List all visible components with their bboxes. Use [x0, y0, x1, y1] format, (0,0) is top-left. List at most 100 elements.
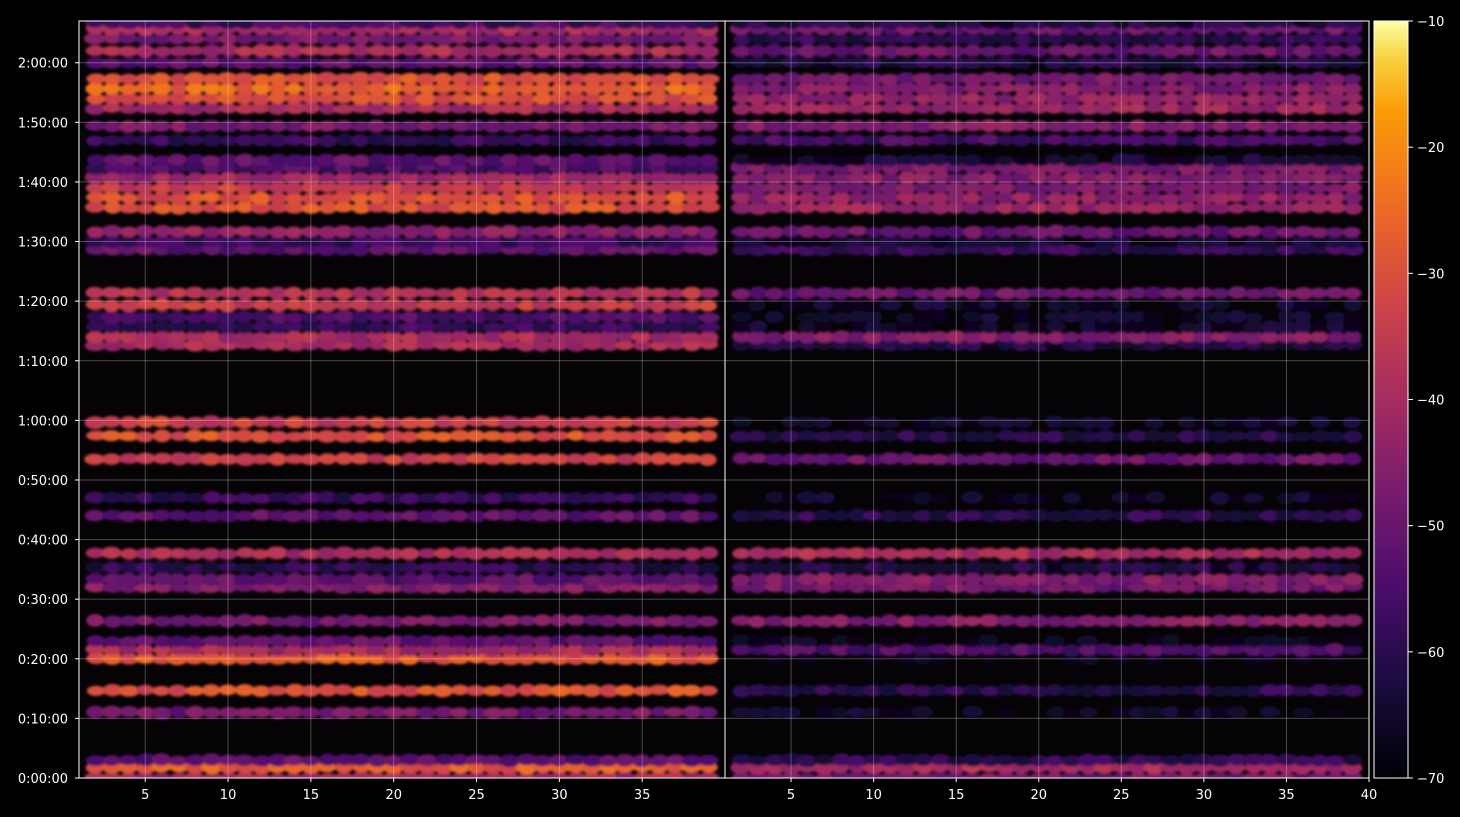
- heatmap-cell: [400, 120, 419, 132]
- heatmap-cell: [417, 562, 438, 573]
- heatmap-cell: [549, 119, 569, 132]
- heatmap-cell: [616, 614, 637, 627]
- heatmap-cell: [250, 191, 271, 205]
- heatmap-cell: [730, 311, 753, 323]
- heatmap-cell: [732, 103, 751, 116]
- heatmap-cell: [1210, 288, 1230, 299]
- heatmap-cell: [516, 492, 538, 504]
- heatmap-cell: [169, 582, 189, 593]
- heatmap-cell: [201, 235, 221, 247]
- heatmap-cell: [200, 44, 223, 57]
- heatmap-cell: [1210, 321, 1230, 334]
- heatmap-cell: [765, 73, 785, 85]
- heatmap-cell: [697, 244, 719, 256]
- heatmap-cell: [152, 685, 171, 696]
- heatmap-cell: [550, 299, 570, 310]
- x-tick-label: 20: [1030, 788, 1047, 803]
- heatmap-cell: [779, 45, 802, 57]
- heatmap-cell: [880, 103, 901, 114]
- heatmap-cell: [266, 616, 288, 627]
- heatmap-cell: [351, 643, 371, 657]
- heatmap-cell: [779, 91, 802, 105]
- heatmap-cell: [351, 134, 370, 147]
- heatmap-cell: [1192, 21, 1214, 30]
- heatmap-cell: [831, 771, 851, 778]
- heatmap-cell: [349, 81, 372, 95]
- heatmap-cell: [896, 72, 916, 84]
- heatmap-cell: [134, 287, 155, 299]
- heatmap-cell: [649, 430, 670, 443]
- x-tick-label: 30: [1196, 788, 1213, 803]
- heatmap-cell: [1111, 33, 1132, 45]
- heatmap-cell: [384, 286, 403, 299]
- heatmap-cell: [417, 615, 438, 626]
- heatmap-cell: [1127, 83, 1147, 95]
- heatmap-cell: [1129, 72, 1149, 85]
- heatmap-cell: [1310, 235, 1329, 249]
- heatmap-cell: [269, 706, 289, 720]
- heatmap-cell: [782, 510, 801, 522]
- heatmap-cell: [366, 431, 387, 442]
- heatmap-cell: [200, 452, 222, 466]
- heatmap-cell: [451, 21, 470, 30]
- heatmap-cell: [433, 320, 455, 334]
- heatmap-cell: [84, 772, 107, 778]
- heatmap-cell: [581, 416, 603, 429]
- heatmap-cell: [1112, 103, 1132, 114]
- heatmap-cell: [1078, 573, 1098, 587]
- heatmap-cell: [335, 133, 354, 147]
- heatmap-cell: [332, 706, 355, 719]
- heatmap-cell: [1209, 155, 1230, 167]
- heatmap-cell: [648, 81, 668, 94]
- heatmap-cell: [1128, 614, 1150, 628]
- heatmap-cell: [896, 491, 919, 503]
- heatmap-cell: [798, 236, 819, 248]
- heatmap-cell: [1061, 202, 1081, 215]
- heatmap-cell: [285, 299, 304, 311]
- heatmap-cell: [251, 287, 273, 298]
- heatmap-cell: [101, 453, 122, 465]
- heatmap-cell: [1261, 101, 1280, 114]
- heatmap-cell: [466, 772, 488, 778]
- heatmap-cell: [616, 707, 636, 719]
- heatmap-cell: [1044, 134, 1065, 146]
- heatmap-cell: [632, 298, 652, 312]
- heatmap-cell: [566, 92, 586, 104]
- heatmap-cell: [1176, 21, 1197, 29]
- heatmap-cell: [599, 288, 620, 300]
- heatmap-cell: [1111, 92, 1131, 106]
- heatmap-cell: [996, 226, 1015, 238]
- heatmap-cell: [615, 493, 637, 503]
- heatmap-cell: [564, 754, 587, 766]
- heatmap-cell: [1324, 339, 1346, 351]
- heatmap-cell: [946, 431, 965, 443]
- heatmap-cell: [1144, 171, 1163, 183]
- heatmap-cell: [730, 45, 753, 57]
- heatmap-cell: [500, 153, 520, 167]
- heatmap-cell: [483, 299, 503, 311]
- heatmap-cell: [548, 236, 571, 247]
- heatmap-cell: [863, 299, 885, 312]
- heatmap-cell: [332, 21, 355, 30]
- heatmap-cell: [135, 82, 154, 94]
- heatmap-cell: [962, 120, 984, 132]
- heatmap-cell: [1129, 754, 1149, 765]
- heatmap-cell: [846, 134, 867, 146]
- heatmap-cell: [334, 82, 354, 94]
- heatmap-cell: [86, 685, 106, 697]
- heatmap-cell: [499, 83, 522, 95]
- heatmap-cell: [897, 162, 918, 173]
- heatmap-cell: [152, 572, 173, 585]
- heatmap-cell: [516, 172, 537, 185]
- heatmap-cell: [1208, 772, 1231, 778]
- heatmap-cell: [566, 430, 586, 441]
- heatmap-cell: [814, 615, 836, 628]
- heatmap-cell: [465, 562, 487, 574]
- heatmap-cell: [963, 684, 983, 696]
- heatmap-cell: [533, 45, 555, 58]
- heatmap-cell: [649, 299, 668, 313]
- heatmap-cell: [434, 415, 454, 429]
- heatmap-cell: [682, 154, 702, 167]
- y-tick-label: 1:40:00: [18, 176, 68, 191]
- heatmap-cell: [300, 707, 320, 718]
